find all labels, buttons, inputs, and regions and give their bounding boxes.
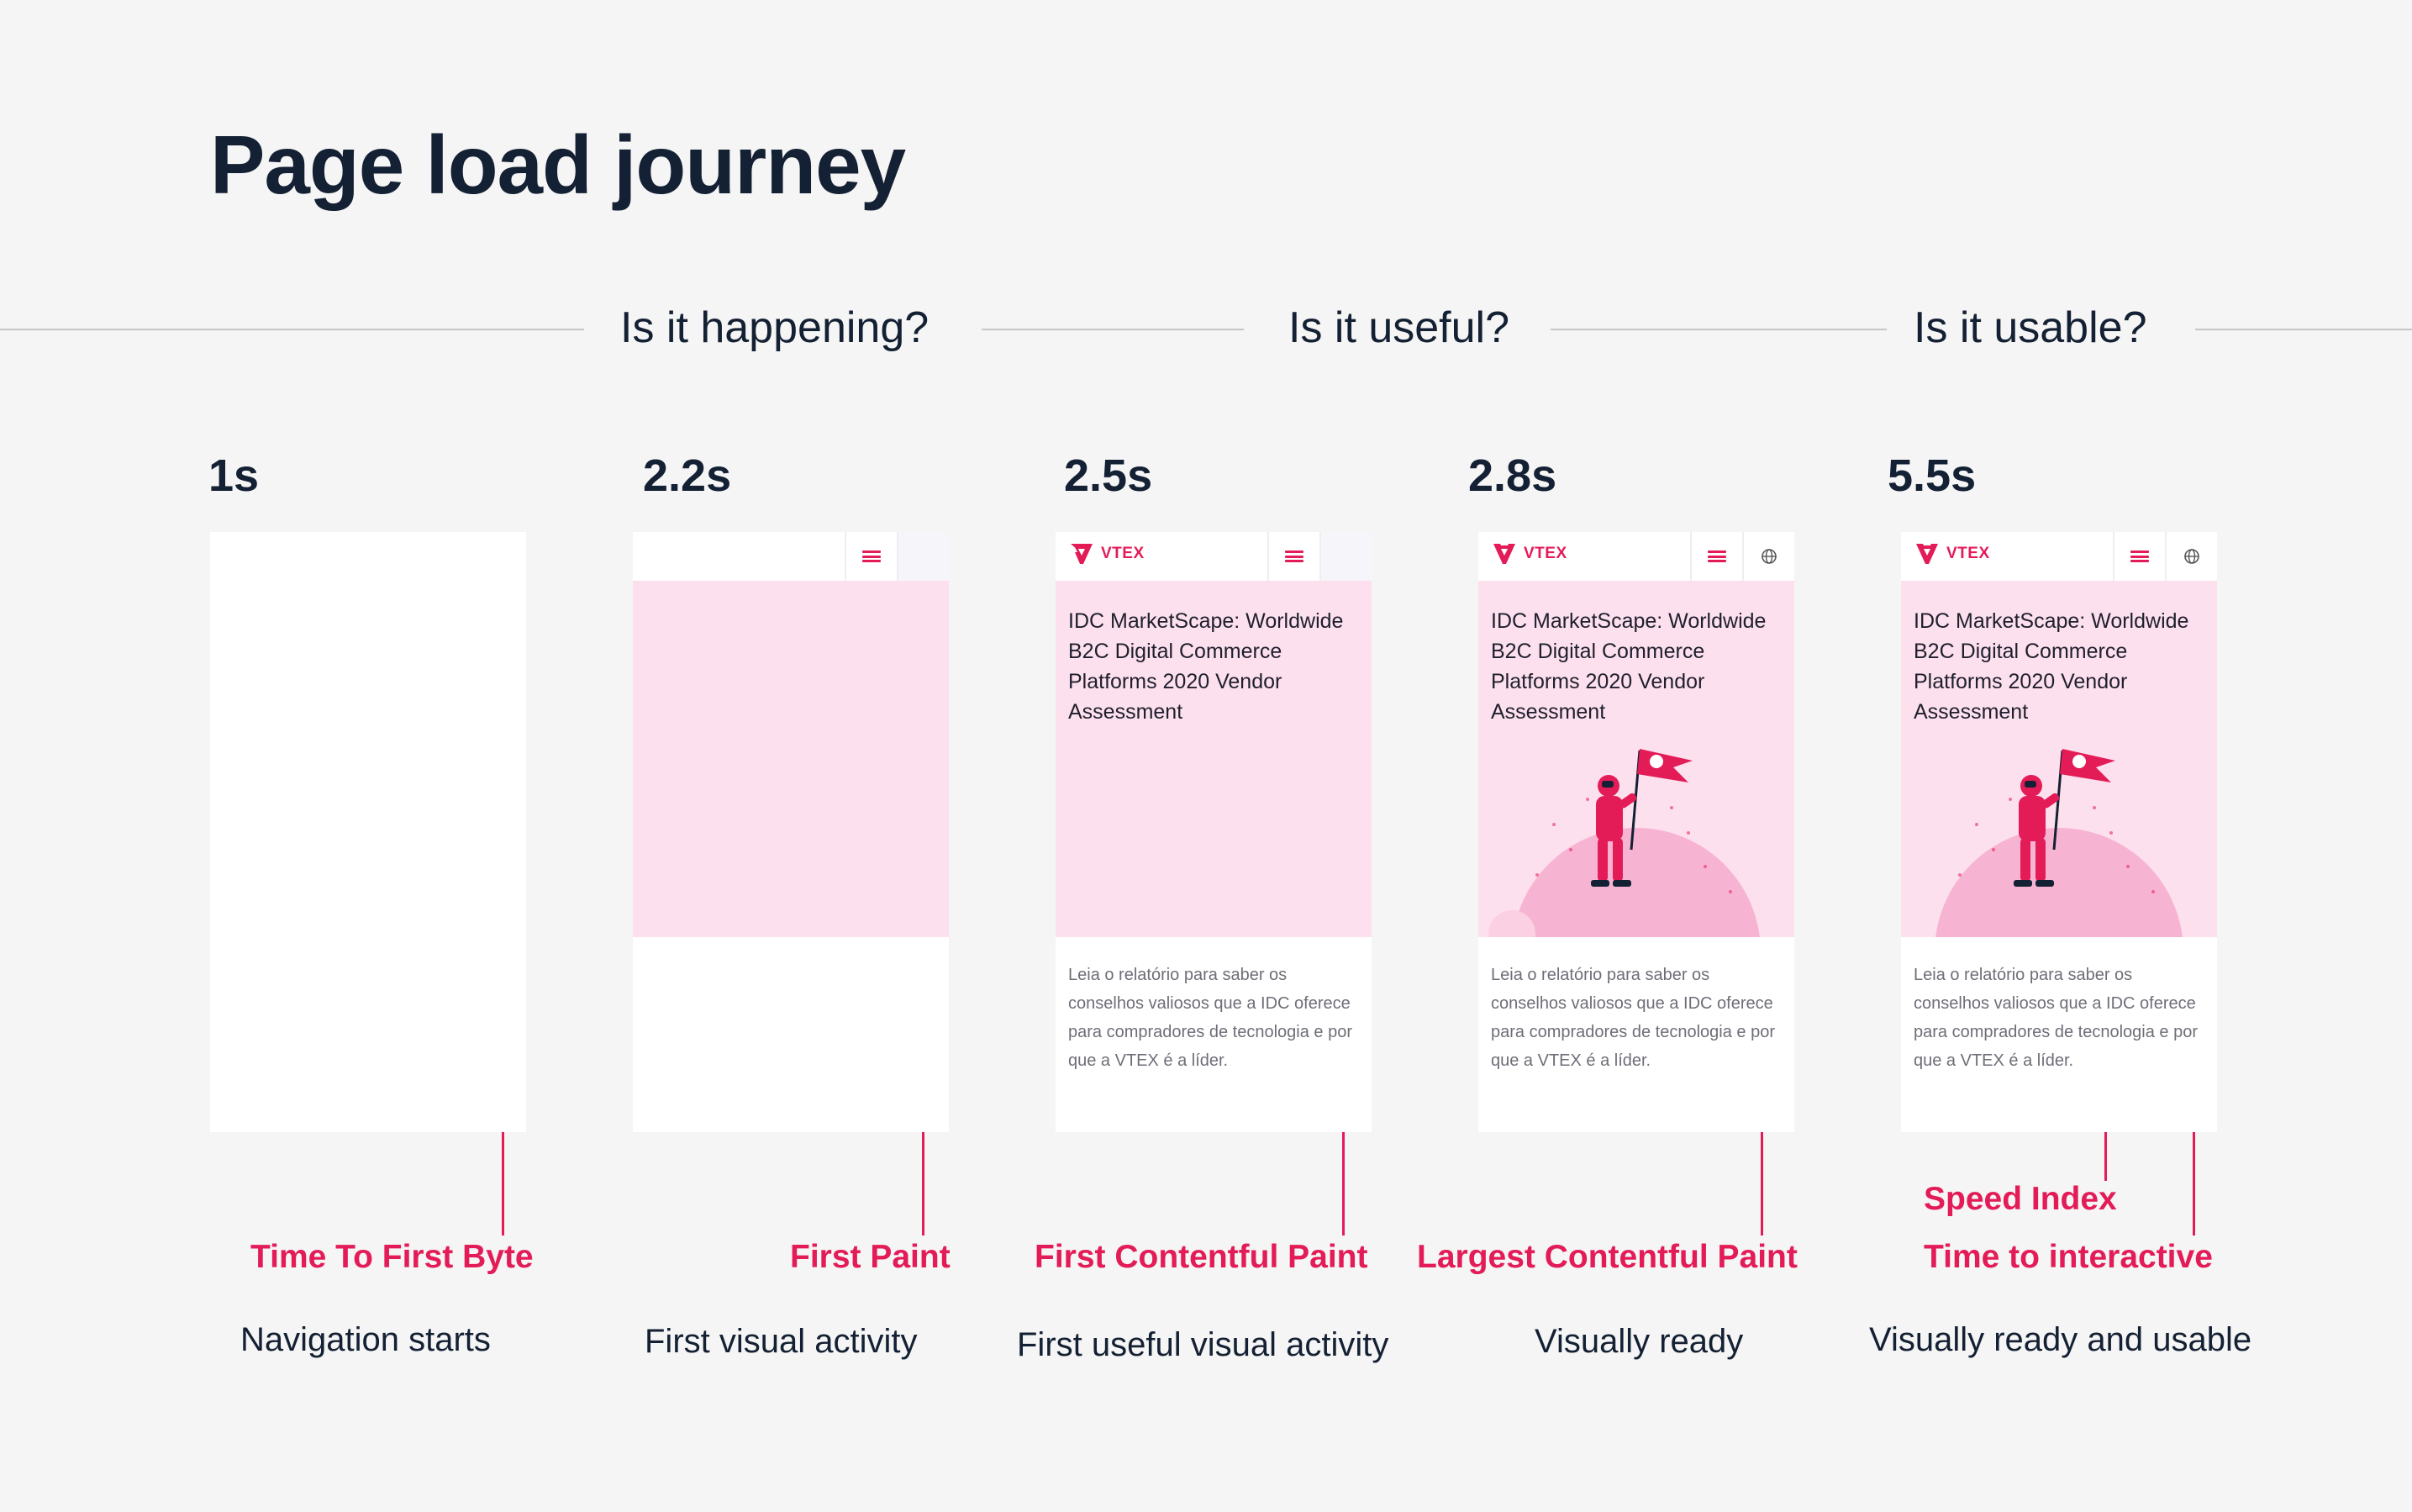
frame-first-contentful-paint: VTEX IDC MarketScape: Worldwide B2C Digi… [1056,532,1372,1132]
vtex-logo: VTEX [1914,542,1990,566]
metric-ttfb: Time To First Byte [250,1239,534,1275]
metric-connector [1761,1132,1763,1235]
frame-nav: VTEX [1056,532,1372,581]
hero-block [633,581,949,937]
hero-description: Leia o relatório para saber os conselhos… [1068,966,1352,1070]
stage-time: 2.8s [1468,450,1557,501]
phase-divider [0,329,584,330]
frame-nav: VTEX [1901,532,2217,581]
frame-nav: VTEX [1478,532,1794,581]
stage-time: 2.2s [643,450,732,501]
metric-tti: Time to interactive [1924,1239,2213,1275]
frame-blank [210,532,526,1132]
stage-caption: Visually ready [1535,1323,1744,1360]
page-title: Page load journey [210,119,906,211]
frame-nav [633,532,949,581]
frame-interactive: VTEX IDC MarketScape: Worldwide B2C Digi… [1901,532,2217,1132]
hero-title: IDC MarketScape: Worldwide B2C Digital C… [1491,609,1767,724]
vtex-logo: VTEX [1492,542,1567,566]
stage-caption: First useful visual activity [1017,1326,1389,1363]
metric-speed-index: Speed Index [1924,1181,2117,1217]
stage-caption: Visually ready and usable [1869,1321,2252,1358]
stage-time: 5.5s [1888,450,1977,501]
hero-title: IDC MarketScape: Worldwide B2C Digital C… [1914,609,2189,724]
stage-caption: First visual activity [645,1323,918,1360]
astronaut-flag-illustration [1488,749,1760,937]
hero-description: Leia o relatório para saber os conselhos… [1491,966,1775,1070]
hero-block: IDC MarketScape: Worldwide B2C Digital C… [1478,581,1794,937]
phase-divider [1551,329,1887,330]
metric-lcp: Largest Contentful Paint [1417,1239,1798,1275]
metric-connector [2193,1132,2195,1235]
stage-caption: Navigation starts [240,1321,491,1358]
vtex-logo-icon [1916,544,1938,564]
phase-label-useful: Is it useful? [1288,303,1510,352]
astronaut-flag-illustration [1935,749,2183,937]
frame-largest-contentful-paint: VTEX IDC MarketScape: Worldwide B2C Digi… [1478,532,1794,1132]
metric-first-paint: First Paint [790,1239,951,1275]
stage-time: 2.5s [1064,450,1153,501]
menu-icon [2113,532,2165,581]
phase-divider [2195,329,2412,330]
menu-icon [1690,532,1742,581]
menu-icon [1267,532,1319,581]
metric-connector [2104,1132,2107,1181]
hero-title: IDC MarketScape: Worldwide B2C Digital C… [1068,609,1344,724]
vtex-logo-icon [1493,544,1515,564]
phase-label-usable: Is it usable? [1914,303,2147,352]
phase-divider [982,329,1244,330]
menu-icon [845,532,897,581]
frame-first-paint [633,532,949,1132]
stage-time: 1s [208,450,260,501]
hero-description: Leia o relatório para saber os conselhos… [1914,966,2198,1070]
vtex-logo: VTEX [1069,542,1145,566]
hero-block: IDC MarketScape: Worldwide B2C Digital C… [1056,581,1372,937]
metric-connector [922,1132,924,1235]
metric-connector [1342,1132,1345,1235]
metric-connector [502,1132,504,1235]
metric-fcp: First Contentful Paint [1035,1239,1368,1275]
globe-icon [1742,532,1794,581]
vtex-logo-icon [1071,544,1093,564]
hero-block: IDC MarketScape: Worldwide B2C Digital C… [1901,581,2217,937]
nav-placeholder [897,532,949,581]
phase-label-happening: Is it happening? [620,303,930,352]
nav-placeholder [1319,532,1372,581]
globe-icon [2165,532,2217,581]
